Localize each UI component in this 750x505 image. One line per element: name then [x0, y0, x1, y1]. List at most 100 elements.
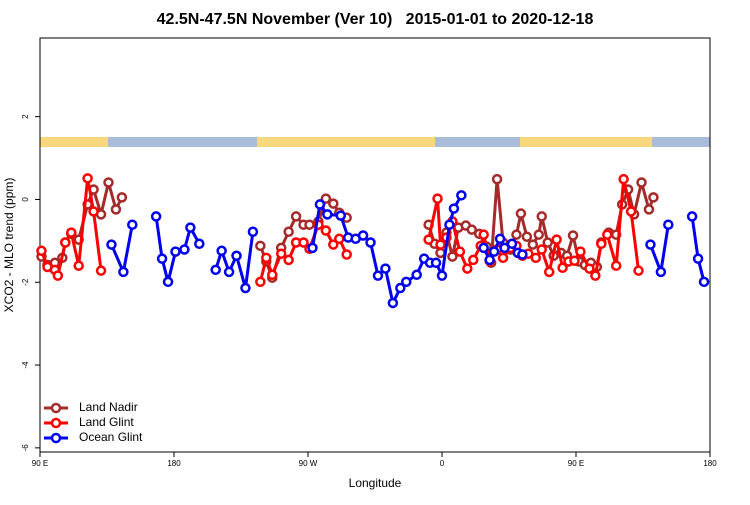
- data-point: [150, 211, 162, 222]
- data-point: [499, 242, 510, 254]
- data-point: [435, 247, 446, 259]
- data-point: [567, 230, 579, 241]
- data-point: [430, 257, 442, 269]
- data-point: [530, 252, 542, 264]
- data-point: [88, 206, 99, 217]
- data-point: [162, 276, 174, 288]
- y-tick-label: -2: [21, 278, 30, 286]
- data-point: [686, 211, 698, 222]
- land-band: [520, 137, 652, 147]
- data-point: [610, 260, 622, 271]
- data-point: [584, 263, 595, 274]
- data-point: [275, 248, 287, 259]
- y-tick-label: 0: [21, 197, 30, 202]
- data-point: [432, 193, 443, 204]
- data-point: [692, 253, 704, 264]
- legend-marker: [50, 417, 62, 429]
- data-point: [444, 219, 455, 230]
- data-point: [261, 252, 272, 264]
- data-point: [304, 219, 315, 230]
- legend-marker: [50, 432, 62, 444]
- data-point: [357, 230, 369, 241]
- data-point: [95, 265, 107, 276]
- x-tick-label: 90 E: [32, 459, 48, 468]
- data-point: [575, 246, 586, 257]
- data-point: [395, 282, 406, 294]
- data-point: [314, 199, 326, 210]
- data-point: [435, 239, 446, 250]
- y-axis-label: XCO2 - MLO trend (ppm): [2, 178, 16, 313]
- data-point: [127, 219, 138, 230]
- data-point: [52, 270, 64, 281]
- data-point: [60, 237, 71, 248]
- x-tick-label: 180: [703, 459, 717, 468]
- legend-label: Ocean Glint: [79, 430, 143, 444]
- data-point: [194, 238, 205, 250]
- data-point: [596, 238, 607, 250]
- data-point: [210, 264, 221, 276]
- data-point: [380, 263, 391, 274]
- data-point: [36, 245, 47, 257]
- land-band: [40, 137, 108, 147]
- data-point: [527, 239, 539, 250]
- chart-title: 42.5N-47.5N November (Ver 10) 2015-01-01…: [157, 11, 594, 28]
- y-tick-label: 2: [21, 114, 30, 119]
- data-point: [645, 239, 656, 250]
- data-point: [648, 192, 659, 203]
- data-point: [231, 250, 242, 262]
- data-point: [542, 237, 553, 248]
- data-point: [283, 226, 294, 238]
- data-point: [255, 276, 266, 288]
- data-point: [335, 210, 347, 221]
- x-tick-label: 0: [440, 459, 445, 468]
- data-point: [267, 269, 278, 281]
- data-point: [494, 233, 506, 245]
- data-point: [290, 211, 302, 222]
- data-point: [454, 246, 466, 257]
- data-point: [118, 266, 129, 278]
- land-ocean-band: [40, 137, 710, 147]
- plot-frame: [39, 37, 711, 453]
- data-point: [320, 193, 332, 204]
- x-tick-label: 90 E: [568, 459, 584, 468]
- data-point: [491, 173, 503, 185]
- data-point: [456, 190, 467, 201]
- data-point: [341, 249, 352, 260]
- data-point: [436, 270, 448, 281]
- data-point: [698, 276, 710, 288]
- data-point: [179, 244, 190, 255]
- data-point: [466, 224, 478, 235]
- legend-marker: [50, 402, 62, 414]
- data-point: [478, 229, 489, 240]
- data-point: [521, 231, 533, 242]
- data-point: [401, 276, 412, 288]
- data-point: [468, 254, 479, 266]
- data-point: [569, 255, 580, 266]
- data-point: [66, 227, 77, 238]
- data-point: [557, 262, 568, 274]
- data-point: [334, 233, 345, 245]
- data-point: [511, 229, 522, 240]
- data-point: [462, 263, 473, 274]
- data-point: [625, 206, 637, 217]
- data-point: [322, 209, 333, 220]
- data-point: [636, 177, 647, 188]
- data-point: [82, 173, 93, 184]
- data-point: [110, 204, 122, 215]
- data-point: [328, 198, 339, 209]
- data-point: [320, 225, 332, 236]
- data-point: [663, 219, 674, 230]
- data-point: [551, 234, 562, 245]
- data-point: [448, 203, 460, 214]
- data-point: [488, 246, 500, 257]
- data-point: [515, 208, 527, 219]
- data-point: [590, 270, 601, 281]
- data-point: [533, 229, 545, 240]
- data-point: [618, 173, 629, 185]
- data-point: [298, 237, 309, 248]
- data-point: [103, 177, 114, 188]
- data-point: [255, 240, 266, 252]
- legend-label: Land Glint: [79, 415, 134, 429]
